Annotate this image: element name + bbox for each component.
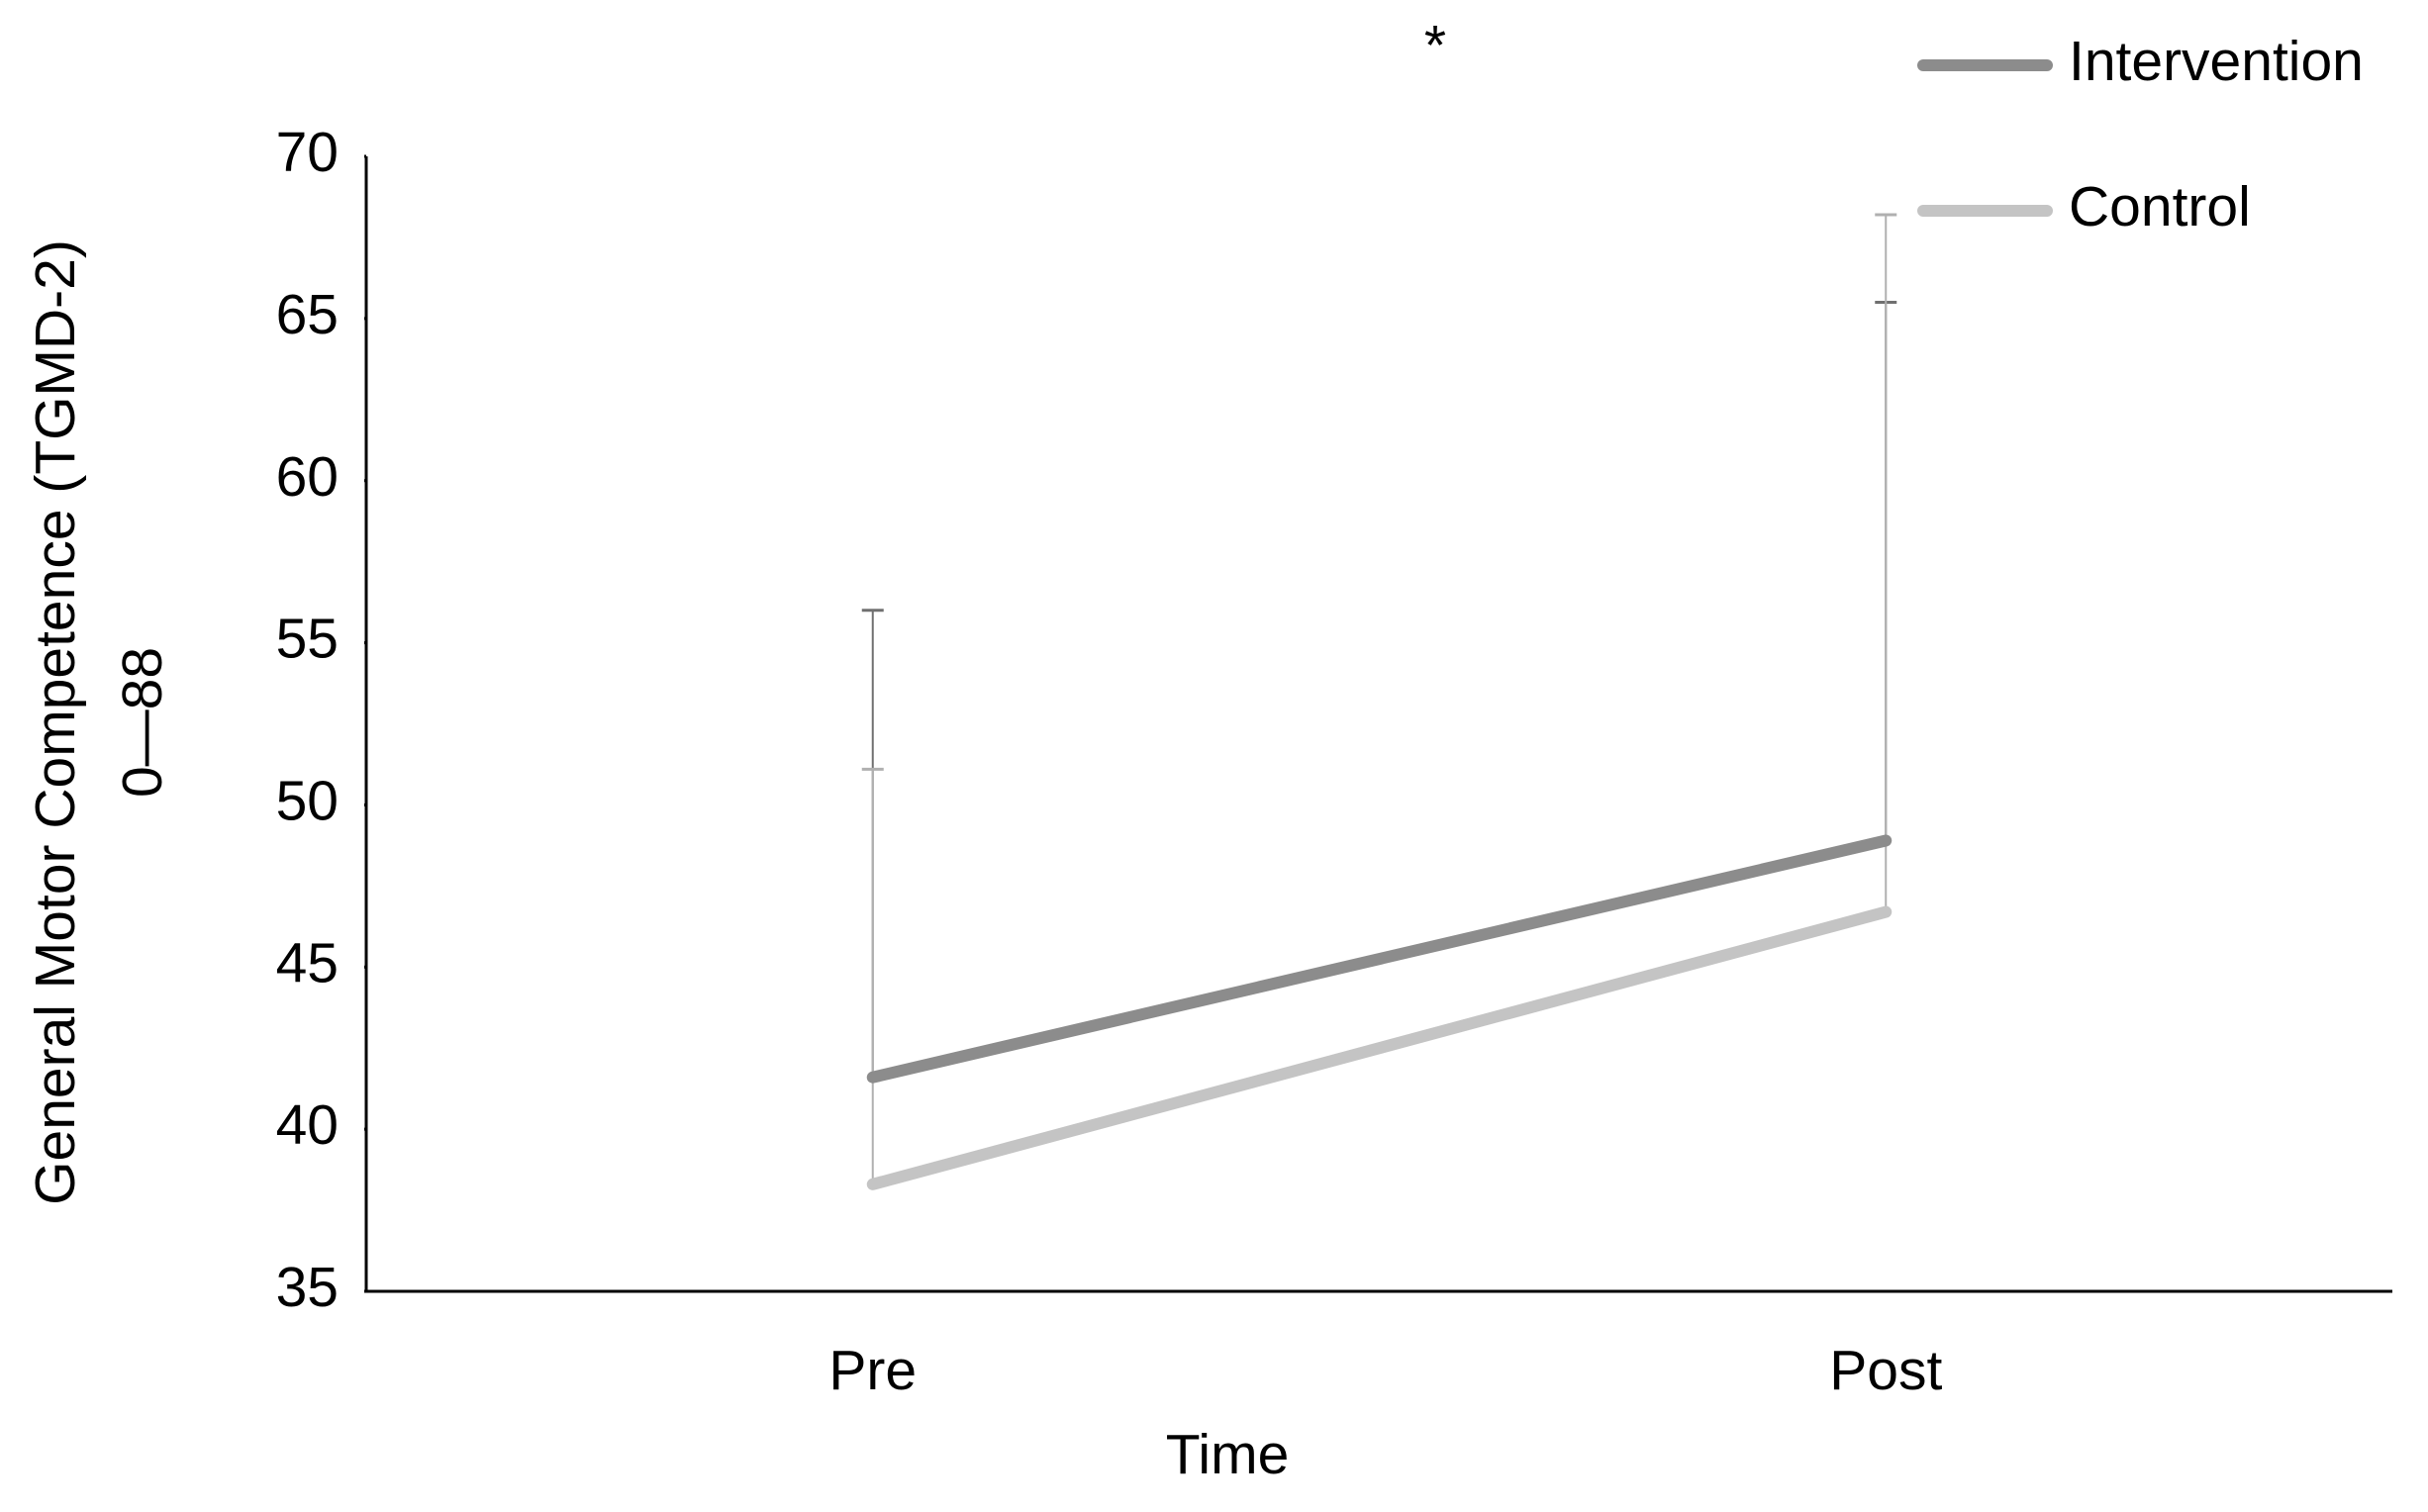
x-tick-label: Post <box>1829 1339 1942 1402</box>
y-tick-label: 70 <box>276 121 339 184</box>
y-tick-label: 35 <box>276 1256 339 1319</box>
legend-label: Intervention <box>2069 30 2364 93</box>
y-axis-title: 0—88 <box>111 647 174 798</box>
legend-label: Control <box>2069 175 2251 238</box>
series-line <box>866 905 1893 1190</box>
y-tick-label: 60 <box>276 445 339 509</box>
y-tick-label: 65 <box>276 283 339 346</box>
y-tick-label: 40 <box>276 1093 339 1157</box>
y-axis-title: General Motor Competence (TGMD-2) <box>24 239 87 1205</box>
x-tick-label: Pre <box>828 1339 917 1402</box>
y-tick-label: 50 <box>276 769 339 832</box>
annotation: * <box>1424 14 1446 77</box>
series-line <box>866 834 1893 1084</box>
y-tick-label: 55 <box>276 608 339 671</box>
x-axis-title: Time <box>1166 1423 1290 1486</box>
y-tick-label: 45 <box>276 931 339 994</box>
